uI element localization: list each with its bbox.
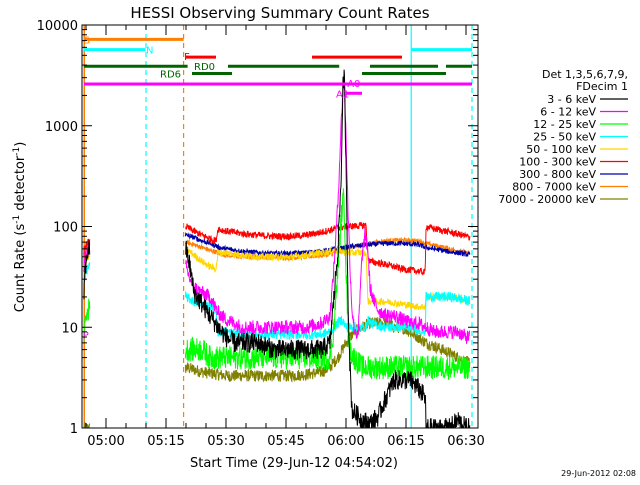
legend-entry-label: 7000 - 20000 keV: [498, 193, 596, 206]
series-line: [83, 188, 471, 381]
x-tick-label: 06:00: [327, 434, 364, 449]
flag-label: N: [146, 46, 153, 57]
legend-entry-label: 100 - 300 keV: [519, 156, 596, 169]
x-tick-label: 06:30: [447, 434, 484, 449]
legend-header-line1: Det 1,3,5,6,7,9,: [542, 68, 628, 81]
x-tick-label: 05:30: [207, 434, 244, 449]
y-tick-label: 1: [70, 422, 78, 437]
y-tick-label: 10: [61, 321, 78, 336]
x-tick-label: 06:15: [387, 434, 424, 449]
y-tick-label: 1000: [45, 120, 78, 135]
x-tick-label: 05:45: [267, 434, 304, 449]
legend-entry-label: 50 - 100 keV: [526, 143, 596, 156]
y-tick-label: 10000: [37, 19, 78, 34]
legend-entry-label: 12 - 25 keV: [533, 118, 596, 131]
y-axis: 1 10 100 1000 10000: [37, 19, 478, 437]
legend-entry-label: 25 - 50 keV: [533, 131, 596, 144]
x-tick-label: 05:15: [147, 434, 184, 449]
plot-inner: [83, 25, 473, 428]
x-axis-label: Start Time (29-Jun-12 04:54:02): [190, 456, 398, 471]
flag-label: A1: [336, 89, 349, 100]
y-axis-label-sup1: -1: [12, 215, 22, 224]
footer-date: 29-Jun-2012 02:08: [561, 469, 636, 478]
y-axis-label-sup2: -1: [12, 147, 22, 156]
x-tick-label: 05:00: [87, 434, 124, 449]
legend-entry-label: 300 - 800 keV: [519, 168, 596, 181]
y-axis-label: Count Rate (s-1 detector-1): [12, 142, 28, 313]
flag-label: RD0: [194, 62, 215, 73]
y-axis-label-part2: detector: [13, 155, 28, 215]
flag-label: RD6: [160, 70, 181, 81]
x-axis: 05:00 05:15 05:30 05:45 06:00 06:15 06:30: [85, 25, 485, 449]
series-line: [83, 222, 471, 276]
flag-label: A0: [347, 79, 360, 90]
legend-entry-label: 3 - 6 keV: [547, 93, 596, 106]
y-axis-label-part3: ): [13, 142, 28, 147]
y-tick-label: 100: [53, 221, 78, 236]
chart-title: HESSI Observing Summary Count Rates: [130, 4, 429, 22]
flag-label: P: [83, 330, 89, 341]
legend-entry-label: 800 - 7000 keV: [512, 181, 596, 194]
flag-label: F: [184, 52, 190, 63]
y-axis-label-part1: Count Rate (s: [13, 224, 28, 313]
legend-header-line2: FDecim 1: [576, 80, 628, 93]
legend-entry-label: 6 - 12 keV: [540, 106, 596, 119]
